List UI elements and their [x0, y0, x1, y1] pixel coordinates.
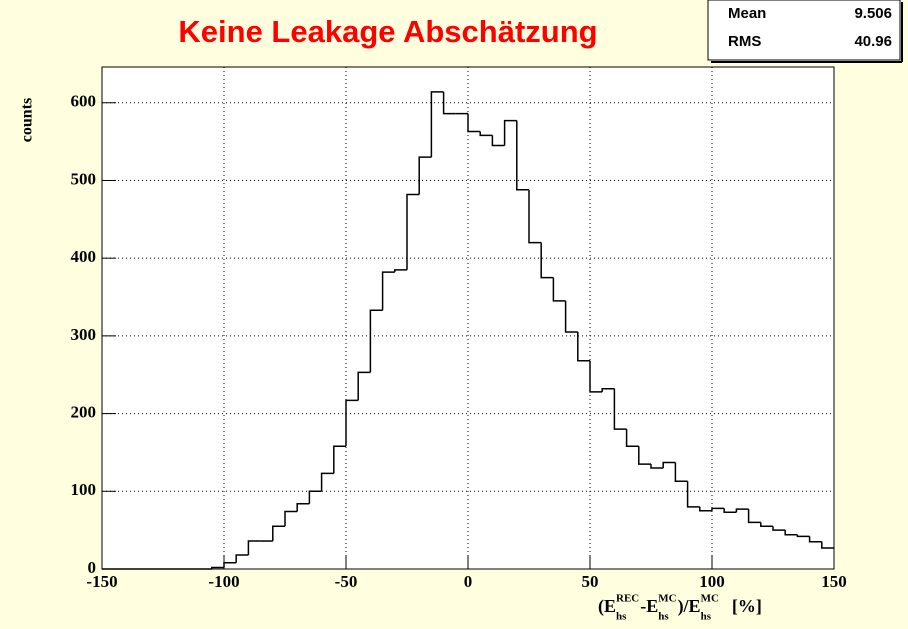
- x-axis-label: (E: [598, 596, 616, 617]
- histogram-bin: [503, 119, 517, 146]
- x-axis-label: -E: [640, 596, 658, 616]
- x-axis-label: [%]: [732, 596, 762, 616]
- y-tick-label: 300: [71, 325, 97, 344]
- histogram-bin: [650, 464, 664, 469]
- y-tick-label: 200: [71, 402, 97, 421]
- histogram-bin: [747, 509, 761, 524]
- histogram-bin: [479, 131, 493, 137]
- y-tick-label: 600: [71, 92, 97, 111]
- x-tick-label: -50: [335, 572, 358, 591]
- histogram-bin: [284, 510, 298, 527]
- histogram-bin: [235, 554, 249, 563]
- histogram-bin: [613, 388, 627, 430]
- y-tick-label: 100: [71, 480, 97, 499]
- stats-value: 40.96: [854, 33, 892, 50]
- y-tick-label: 0: [88, 558, 97, 577]
- histogram-bin: [564, 300, 578, 333]
- histogram-bin: [699, 506, 712, 512]
- histogram-bin: [662, 461, 676, 468]
- histogram-bin: [760, 522, 773, 528]
- stats-box: [707, 0, 901, 61]
- x-axis-label: hs: [701, 611, 712, 623]
- histogram-bin: [674, 462, 688, 482]
- histogram-bin: [735, 508, 749, 513]
- stats-value: 9.506: [854, 5, 892, 22]
- histogram-bin: [772, 526, 786, 531]
- stats-name: RMS: [728, 33, 761, 50]
- x-axis-label: hs: [658, 611, 669, 623]
- histogram-bin: [784, 530, 798, 536]
- histogram-bin: [308, 490, 322, 504]
- histogram-bin: [796, 534, 810, 538]
- x-axis-label: )/E: [678, 596, 701, 617]
- x-tick-label: 100: [699, 572, 725, 591]
- histogram-bin: [320, 472, 334, 492]
- histogram-bin: [467, 113, 481, 133]
- histogram-bin: [394, 269, 407, 273]
- histogram-bin: [296, 502, 310, 512]
- histogram-bin: [552, 277, 566, 302]
- histogram-bin: [821, 541, 834, 549]
- histogram-bin: [223, 562, 237, 568]
- histogram-bin: [808, 536, 822, 543]
- histogram-bin: [686, 481, 700, 508]
- histogram-bin: [272, 525, 285, 542]
- histogram-bin: [247, 540, 261, 556]
- histogram-bin: [381, 271, 395, 311]
- histogram-bin: [577, 331, 590, 362]
- histogram-bin: [406, 193, 420, 270]
- x-axis-label: REC: [616, 593, 639, 605]
- histogram-bin: [430, 91, 444, 158]
- x-tick-label: 50: [582, 572, 599, 591]
- histogram-bin: [516, 120, 529, 191]
- histogram-bin: [418, 156, 432, 195]
- y-tick-label: 500: [71, 169, 97, 188]
- histogram-bin: [711, 507, 725, 511]
- histogram-bin: [491, 135, 505, 147]
- x-tick-label: -150: [86, 572, 117, 591]
- histogram-bin: [333, 445, 346, 474]
- histogram-bin: [442, 91, 456, 115]
- histogram-bin: [638, 446, 651, 465]
- histogram-bin: [601, 387, 615, 392]
- histogram-bin: [589, 360, 603, 393]
- x-axis-label: hs: [616, 611, 627, 623]
- y-tick-label: 400: [71, 247, 97, 266]
- histogram-bin: [540, 242, 554, 279]
- histogram-bin: [369, 309, 383, 373]
- x-axis-label: MC: [658, 593, 676, 605]
- histogram-bin: [625, 429, 639, 447]
- plot-frame: [101, 66, 835, 570]
- x-axis-label: MC: [701, 593, 719, 605]
- chart-title: Keine Leakage Abschätzung: [178, 14, 597, 49]
- y-axis-label: counts: [19, 98, 36, 142]
- histogram-bin: [528, 189, 542, 244]
- histogram-bin: [345, 399, 359, 447]
- histogram-bin: [357, 371, 371, 401]
- histogram-bin: [211, 566, 224, 569]
- x-tick-label: -100: [208, 572, 239, 591]
- x-tick-label: 0: [464, 572, 473, 591]
- histogram-bin: [723, 508, 737, 514]
- x-tick-label: 150: [821, 572, 847, 591]
- stats-name: Mean: [728, 5, 766, 22]
